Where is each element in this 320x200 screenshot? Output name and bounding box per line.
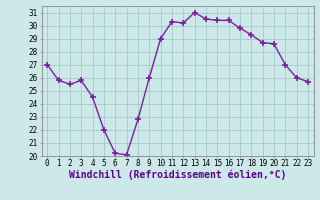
X-axis label: Windchill (Refroidissement éolien,°C): Windchill (Refroidissement éolien,°C) [69,170,286,180]
